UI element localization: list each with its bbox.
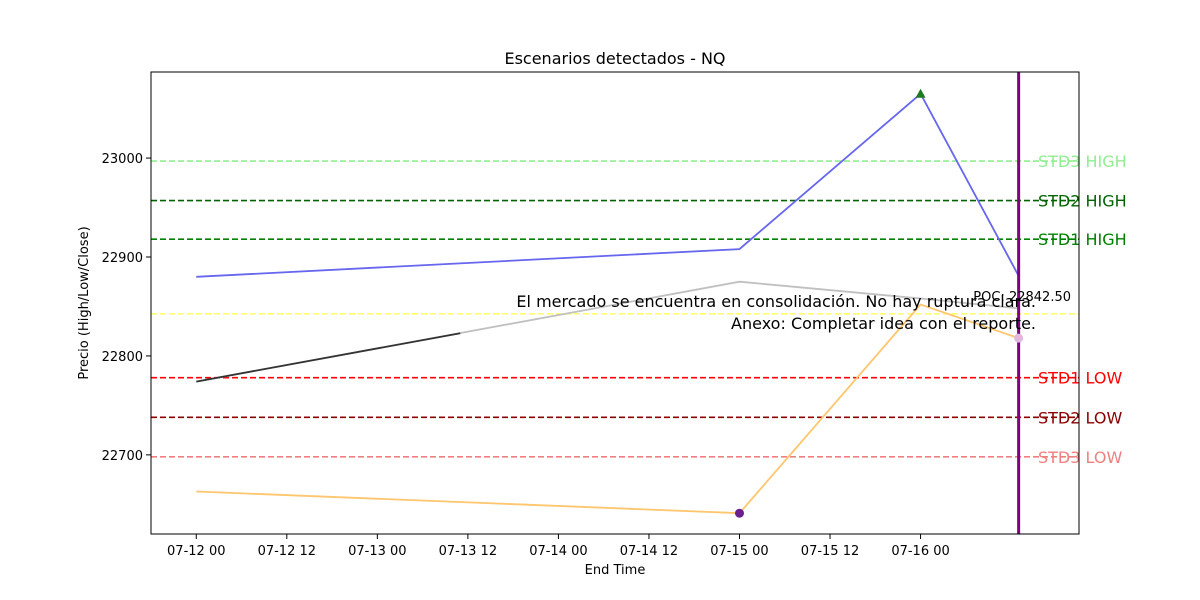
x-tick-label: 07-15 12 [801, 544, 859, 559]
annotation-line-1: El mercado se encuentra en consolidación… [516, 292, 1036, 311]
marker-circle [734, 508, 744, 518]
series-line-low [196, 303, 1019, 515]
y-tick-label: 22800 [102, 350, 143, 365]
y-tick-label: 22900 [102, 251, 143, 266]
x-tick-label: 07-12 12 [258, 544, 316, 559]
x-tick-label: 07-13 12 [439, 544, 497, 559]
series-line-close-early [196, 332, 461, 383]
x-axis-label: End Time [585, 563, 646, 578]
level-label: STD2 HIGH [1038, 192, 1127, 211]
plot-area [151, 72, 1079, 534]
marker-circle [1014, 333, 1024, 343]
level-label: STD2 LOW [1038, 408, 1122, 427]
annotation-line-2: Anexo: Completar idea con el reporte. [731, 314, 1036, 333]
y-axis-label: Precio (High/Low/Close) [77, 226, 92, 379]
plot-frame [150, 71, 1080, 535]
marker-triangle [915, 88, 926, 98]
poc-label: POC: 22842.50 [973, 290, 1071, 305]
level-label: STD3 LOW [1038, 448, 1122, 467]
level-label: STD3 HIGH [1038, 152, 1127, 171]
x-tick-label: 07-14 12 [620, 544, 678, 559]
series-line-high [196, 92, 1020, 278]
x-tick-label: 07-12 00 [167, 544, 225, 559]
level-label: STD1 HIGH [1038, 230, 1127, 249]
x-tick-label: 07-15 00 [710, 544, 768, 559]
x-tick-label: 07-13 00 [348, 544, 406, 559]
x-tick-label: 07-16 00 [891, 544, 949, 559]
series-line-close-recent [196, 280, 1019, 383]
y-tick-label: 23000 [102, 152, 143, 167]
y-tick-label: 22700 [102, 449, 143, 464]
x-tick-label: 07-14 00 [529, 544, 587, 559]
level-label: STD1 LOW [1038, 369, 1122, 388]
chart-title: Escenarios detectados - NQ [504, 49, 725, 68]
